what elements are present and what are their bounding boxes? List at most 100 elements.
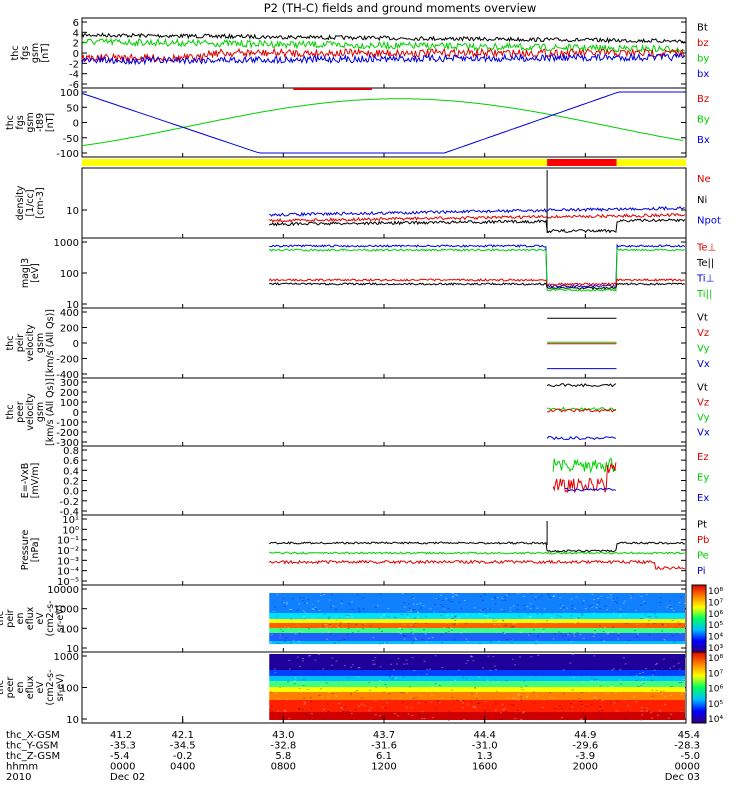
speckle (548, 692, 551, 694)
speckle (589, 691, 592, 693)
speckle (279, 636, 282, 638)
speckle (331, 689, 334, 691)
legend-pressure-Pt: Pt (697, 520, 707, 531)
speckle (632, 696, 635, 698)
speckle (301, 600, 304, 602)
speckle (473, 687, 476, 689)
speckle (412, 625, 415, 627)
speckle (681, 691, 684, 693)
speckle (651, 679, 654, 681)
speckle (305, 665, 308, 667)
speckle (378, 643, 381, 645)
speckle (294, 633, 297, 635)
ylabel-peir_en_eflux: thc peir en eflux eV (cm2-s-sr-eV) (0, 600, 66, 636)
speckle (487, 655, 490, 657)
speckle (306, 611, 309, 613)
speckle (462, 712, 465, 714)
ytick-label: 200 (60, 324, 79, 335)
ylabel-line: gsm (25, 112, 36, 132)
colorbar-peir_en_eflux (691, 584, 707, 653)
plot-title: P2 (TH-C) fields and ground moments over… (264, 1, 537, 15)
speckle (415, 697, 418, 699)
speckle (452, 624, 455, 626)
speckle (308, 664, 311, 666)
speckle (530, 593, 533, 595)
speckle (658, 672, 661, 674)
legend-peir_velocity-Vy: Vy (697, 344, 710, 355)
speckle (594, 696, 597, 698)
speckle (482, 719, 485, 721)
speckle (269, 691, 272, 693)
speckle (658, 710, 661, 712)
speckle (304, 714, 307, 716)
ytick-label: 1000 (54, 652, 79, 663)
speckle (547, 593, 550, 595)
speckle (441, 599, 444, 601)
colorbar-label: 10⁷ (708, 669, 723, 679)
speckle (618, 615, 621, 617)
speckle (290, 608, 293, 610)
speckle (517, 694, 520, 696)
speckle (567, 634, 570, 636)
xrow-value: 0400 (170, 762, 195, 773)
speckle (664, 717, 667, 719)
speckle (562, 669, 565, 671)
ytick-label: 0 (73, 119, 79, 130)
speckle (631, 672, 634, 674)
speckle (644, 683, 647, 685)
legend-temperature-Te||: Te|| (696, 258, 714, 269)
speckle (651, 717, 654, 719)
speckle (356, 689, 359, 691)
speckle (317, 600, 320, 602)
xrow-value: 43.7 (373, 730, 395, 741)
speckle (476, 692, 479, 694)
speckle (445, 598, 448, 600)
legend-peer_velocity-Vt: Vt (697, 383, 708, 394)
speckle (465, 677, 468, 679)
colorbar-label: 10⁴ (708, 633, 723, 643)
speckle (517, 699, 520, 701)
speckle (330, 633, 333, 635)
speckle (617, 634, 620, 636)
speckle (298, 630, 301, 632)
speckle (529, 616, 532, 618)
speckle (645, 710, 648, 712)
speckle (471, 692, 474, 694)
speckle (492, 682, 495, 684)
speckle (582, 637, 585, 639)
speckle (607, 631, 610, 633)
speckle (362, 624, 365, 626)
speckle (368, 682, 371, 684)
speckle (592, 697, 595, 699)
ytick-label: 100 (60, 88, 79, 99)
ylabel-line: thc (5, 336, 16, 351)
speckle (303, 602, 306, 604)
speckle (516, 609, 519, 611)
speckle (347, 625, 350, 627)
speckle (641, 714, 644, 716)
xrow-value: 1600 (472, 762, 497, 773)
speckle (526, 606, 529, 608)
speckle (299, 665, 302, 667)
legend-fgs_t89-By: By (697, 114, 710, 125)
speckle (370, 682, 373, 684)
speckle (616, 700, 619, 702)
ylabel-line: gsm (35, 402, 46, 422)
speckle (616, 597, 619, 599)
speckle (651, 689, 654, 691)
speckle (640, 710, 643, 712)
speckle (566, 607, 569, 609)
ytick-label: 100 (60, 624, 79, 635)
speckle (485, 613, 488, 615)
speckle (404, 635, 407, 637)
speckle (662, 661, 665, 663)
speckle (516, 709, 519, 711)
speckle (656, 714, 659, 716)
speckle (356, 594, 359, 596)
speckle (606, 596, 609, 598)
ylabel-peer_velocity: thc peer velocity gsm [km/s (All Qs)] (5, 378, 56, 446)
speckle (596, 680, 599, 682)
speckle (288, 659, 291, 661)
ylabel-line: gsm (30, 43, 41, 63)
legend-pressure-Pe: Pe (697, 551, 709, 562)
